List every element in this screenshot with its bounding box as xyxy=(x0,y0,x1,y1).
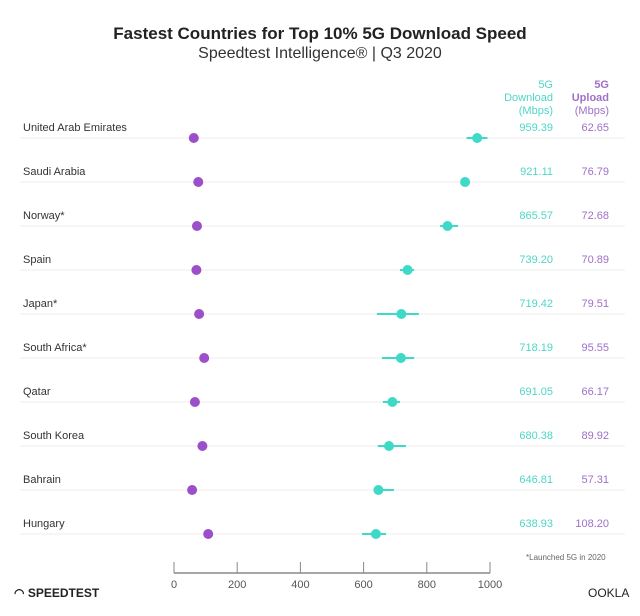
download-value-label: 691.05 xyxy=(519,386,553,398)
upload-point xyxy=(199,353,210,363)
upload-point xyxy=(203,529,214,539)
footnote: *Launched 5G in 2020 xyxy=(526,553,606,562)
upload-point xyxy=(197,441,208,451)
upload-point xyxy=(188,133,199,143)
download-value-label: 680.38 xyxy=(519,430,553,442)
country-label: Norway* xyxy=(23,210,65,222)
upload-value-label: 95.55 xyxy=(581,342,609,354)
country-label: Bahrain xyxy=(23,474,61,486)
upload-value-label: 70.89 xyxy=(581,254,609,266)
download-value-label: 865.57 xyxy=(519,210,553,222)
upload-value-label: 57.31 xyxy=(581,474,609,486)
download-point xyxy=(373,485,384,495)
upload-value-label: 89.92 xyxy=(581,430,609,442)
upload-value-label: 108.20 xyxy=(575,518,609,530)
download-column-header: 5G xyxy=(538,79,553,91)
download-point xyxy=(396,309,407,319)
download-point xyxy=(387,397,398,407)
download-point xyxy=(472,133,483,143)
upload-point xyxy=(193,177,204,187)
country-label: Qatar xyxy=(23,386,51,398)
country-label: Japan* xyxy=(23,298,58,310)
upload-point xyxy=(189,397,200,407)
upload-point xyxy=(191,265,202,275)
x-tick-label: 600 xyxy=(354,579,372,591)
x-tick-label: 200 xyxy=(228,579,246,591)
download-value-label: 646.81 xyxy=(519,474,553,486)
x-tick-label: 800 xyxy=(418,579,436,591)
download-point xyxy=(402,265,413,275)
country-label: South Africa* xyxy=(23,342,87,354)
speedtest-logo-text: SPEEDTEST xyxy=(27,586,100,600)
upload-value-label: 62.65 xyxy=(581,122,609,134)
download-point xyxy=(370,529,381,539)
download-value-label: 739.20 xyxy=(519,254,553,266)
download-value-label: 718.19 xyxy=(519,342,553,354)
download-point xyxy=(384,441,395,451)
download-value-label: 719.42 xyxy=(519,298,553,310)
speedtest-logo: ◠ SPEEDTEST xyxy=(14,586,100,600)
upload-point xyxy=(187,485,198,495)
country-label: Hungary xyxy=(23,518,65,530)
upload-point xyxy=(191,221,202,231)
upload-column-header: Upload xyxy=(572,92,609,104)
x-tick-label: 1000 xyxy=(478,579,502,591)
x-tick-label: 0 xyxy=(171,579,177,591)
download-value-label: 638.93 xyxy=(519,518,553,530)
country-label: United Arab Emirates xyxy=(23,122,127,134)
upload-value-label: 79.51 xyxy=(581,298,609,310)
country-label: Saudi Arabia xyxy=(23,166,86,178)
download-column-header: Download xyxy=(504,92,553,104)
download-value-label: 921.11 xyxy=(520,166,553,178)
download-column-header: (Mbps) xyxy=(519,105,553,117)
download-value-label: 959.39 xyxy=(519,122,553,134)
upload-value-label: 76.79 xyxy=(581,166,609,178)
x-tick-label: 400 xyxy=(291,579,309,591)
download-point xyxy=(460,177,471,187)
download-point xyxy=(395,353,406,363)
chart-title: Fastest Countries for Top 10% 5G Downloa… xyxy=(113,24,527,43)
country-label: South Korea xyxy=(23,430,85,442)
upload-value-label: 72.68 xyxy=(581,210,609,222)
upload-value-label: 66.17 xyxy=(581,386,609,398)
upload-point xyxy=(194,309,205,319)
ookla-logo: OOKLA xyxy=(588,586,630,600)
upload-column-header: 5G xyxy=(594,79,609,91)
chart-subtitle: Speedtest Intelligence® | Q3 2020 xyxy=(198,45,442,62)
download-point xyxy=(442,221,453,231)
upload-column-header: (Mbps) xyxy=(575,105,609,117)
country-label: Spain xyxy=(23,254,51,266)
